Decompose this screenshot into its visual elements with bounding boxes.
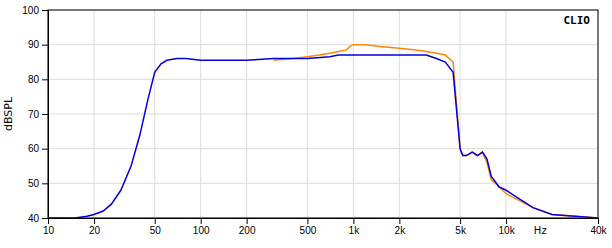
y-tick-mark [42, 10, 48, 11]
y-grid-line [48, 44, 598, 45]
y-tick: 50 [28, 178, 48, 189]
x-tick-label: 10 [43, 225, 55, 236]
annotation: CLIO [562, 13, 593, 28]
x-tick-mark [353, 218, 354, 224]
y-tick-label: 70 [28, 109, 40, 120]
x-tick-mark [247, 218, 248, 224]
y-tick-label: 90 [28, 39, 40, 50]
y-grid-line [48, 148, 598, 149]
chart: 10 20 50 100 200 500 1k 2k 5k 10k 40k 40 50 60 70 80 90 1… [0, 0, 612, 248]
x-tick-label: 100 [193, 225, 210, 236]
y-tick-label: 50 [28, 178, 40, 189]
y-tick-label: 100 [22, 5, 39, 16]
y-grid-line [48, 114, 598, 115]
x-tick: 200 [239, 218, 256, 236]
x-tick: 2k [395, 218, 407, 236]
y-tick: 80 [28, 74, 48, 85]
plot-area [48, 45, 598, 218]
x-tick-label: 40k [590, 225, 607, 236]
y-grid-line [48, 79, 598, 80]
y-axis-title: dBSPL [2, 96, 15, 131]
annotation-text: CLIO [564, 14, 591, 27]
y-tick-label: 80 [28, 74, 40, 85]
x-tick-mark [94, 218, 95, 224]
y-tick: 60 [28, 143, 48, 154]
y-tick-mark [42, 149, 48, 150]
y-tick-mark [42, 218, 48, 219]
x-axis-title: Hz [534, 225, 547, 236]
x-tick-label: 50 [150, 225, 162, 236]
annotation-background [562, 13, 593, 28]
x-tick: 1k [349, 218, 361, 236]
x-tick-mark [460, 218, 461, 224]
x-tick-mark [598, 218, 599, 224]
x-tick-label: 10k [499, 225, 516, 236]
y-tick: 90 [28, 39, 48, 50]
x-tick-mark [506, 218, 507, 224]
x-tick: 500 [300, 218, 317, 236]
x-tick-label: 1k [349, 225, 361, 236]
series-line [48, 55, 598, 218]
x-tick: 10k [499, 218, 516, 236]
x-tick-mark [155, 218, 156, 224]
x-axis-line [49, 219, 599, 225]
y-grid-line [48, 183, 598, 184]
plot-frame [48, 10, 598, 218]
grid [48, 10, 598, 218]
x-tick-label: 20 [89, 225, 101, 236]
y-tick-mark [42, 114, 48, 115]
x-tick: 5k [455, 218, 467, 236]
x-tick: 100 [193, 218, 210, 236]
x-tick-mark [399, 218, 400, 224]
y-axis: 40 50 60 70 80 90 100 [22, 5, 48, 224]
x-tick-label: 2k [395, 225, 407, 236]
y-tick-mark [42, 45, 48, 46]
y-tick-mark [42, 79, 48, 80]
y-tick: 40 [28, 213, 48, 224]
x-tick-label: 200 [239, 225, 256, 236]
x-axis: 10 20 50 100 200 500 1k 2k 5k 10k 40k [43, 218, 608, 236]
x-tick: 20 [89, 218, 101, 236]
x-tick: 40k [590, 218, 607, 236]
x-tick-label: 500 [300, 225, 317, 236]
y-tick-label: 40 [28, 213, 40, 224]
x-tick: 50 [150, 218, 162, 236]
x-tick-mark [307, 218, 308, 224]
y-tick: 70 [28, 109, 48, 120]
x-tick-label: 5k [455, 225, 467, 236]
x-tick: 10 [43, 218, 55, 236]
x-tick-mark [201, 218, 202, 224]
y-tick: 100 [22, 5, 48, 16]
series-line [274, 45, 598, 218]
y-tick-mark [42, 183, 48, 184]
y-tick-label: 60 [28, 143, 40, 154]
